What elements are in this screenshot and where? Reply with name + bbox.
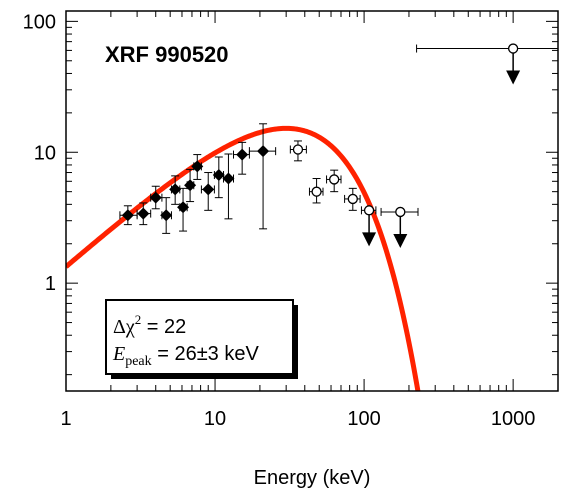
diamond-marker bbox=[184, 179, 197, 192]
epeak-text: Epeak = 26±3 keV bbox=[112, 343, 259, 369]
diamond-marker bbox=[177, 201, 190, 214]
data-point-filled bbox=[222, 153, 235, 220]
x-axis-title: Energy (keV) bbox=[254, 467, 371, 489]
tick-labels: 1 10 100 1000 1 10 100 bbox=[23, 11, 536, 430]
y-tick-label: 100 bbox=[23, 11, 56, 33]
data-point-filled bbox=[233, 141, 250, 175]
data-point-open bbox=[416, 43, 559, 85]
diamond-marker bbox=[137, 207, 150, 220]
annotation-box: Δχ2 = 22 Epeak = 26±3 keV bbox=[105, 299, 298, 379]
x-tick-label: 10 bbox=[204, 408, 226, 430]
data-point-filled bbox=[212, 156, 225, 199]
upper-limit-arrowhead bbox=[506, 70, 521, 85]
data-point-filled bbox=[119, 205, 138, 226]
chi-square-text: Δχ2 = 22 bbox=[113, 312, 186, 338]
y-tick-label: 1 bbox=[45, 273, 56, 295]
circle-marker bbox=[311, 186, 322, 197]
circle-marker bbox=[329, 174, 340, 185]
epeak-subscript: peak bbox=[125, 354, 151, 369]
upper-limit-arrowhead bbox=[393, 233, 408, 248]
data-point-filled bbox=[149, 185, 163, 210]
x-tick-label: 100 bbox=[347, 408, 380, 430]
data-point-open bbox=[380, 206, 419, 248]
diamond-marker bbox=[160, 209, 173, 222]
axis-ticks bbox=[65, 11, 559, 391]
data-point-filled bbox=[191, 154, 204, 180]
plot-frame bbox=[65, 10, 559, 392]
data-point-open bbox=[360, 205, 377, 247]
diamond-marker bbox=[121, 209, 134, 222]
circle-marker bbox=[292, 144, 304, 155]
circle-marker bbox=[507, 43, 519, 54]
chi-square-exponent: 2 bbox=[135, 312, 142, 327]
data-points-layer bbox=[119, 43, 559, 248]
data-point-filled bbox=[200, 172, 215, 211]
chi-square-value: = 22 bbox=[141, 316, 186, 338]
diamond-marker bbox=[149, 191, 162, 204]
data-point-filled bbox=[184, 168, 197, 203]
data-point-open bbox=[289, 140, 307, 162]
circle-marker bbox=[363, 205, 375, 216]
data-point-filled bbox=[177, 187, 190, 232]
chart-title: XRF 990520 bbox=[105, 42, 229, 67]
data-point-open bbox=[308, 178, 324, 204]
diamond-marker bbox=[257, 145, 270, 158]
chi-square-label: Δχ bbox=[113, 316, 135, 338]
diamond-marker bbox=[202, 183, 215, 196]
diamond-marker bbox=[222, 172, 235, 185]
circle-marker bbox=[347, 193, 358, 205]
data-point-open bbox=[326, 169, 342, 193]
data-point-filled bbox=[160, 197, 173, 234]
data-point-filled bbox=[169, 175, 182, 205]
diamond-marker bbox=[212, 169, 225, 182]
data-point-filled bbox=[136, 202, 152, 226]
epeak-symbol: E bbox=[112, 343, 125, 365]
diamond-marker bbox=[191, 160, 204, 173]
circle-marker bbox=[395, 206, 406, 218]
diamond-marker bbox=[236, 148, 249, 161]
upper-limit-arrowhead bbox=[362, 232, 377, 247]
data-point-filled bbox=[248, 123, 277, 230]
data-point-open bbox=[344, 187, 361, 211]
epeak-value: = 26±3 keV bbox=[152, 343, 260, 365]
x-tick-label: 1 bbox=[60, 408, 71, 430]
y-tick-label: 10 bbox=[34, 142, 56, 164]
x-tick-label: 1000 bbox=[491, 408, 536, 430]
diamond-marker bbox=[169, 183, 182, 196]
